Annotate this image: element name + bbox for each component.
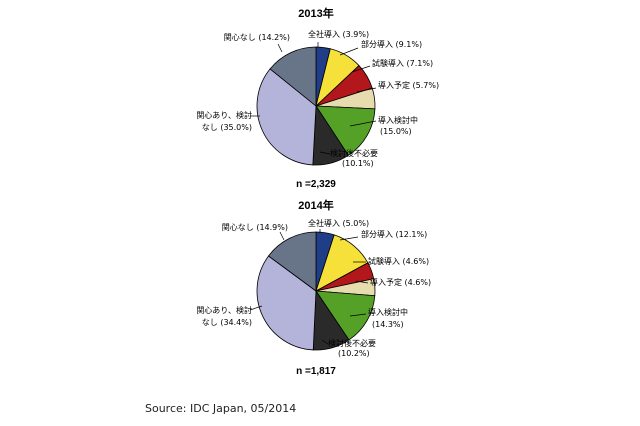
- leader-line: [349, 313, 367, 317]
- pie-slice: [269, 46, 317, 107]
- slice-label: 関心なし (14.9%): [222, 223, 288, 232]
- slice-label: 全社導入 (5.0%): [308, 218, 369, 228]
- slice-label: (15.0%): [380, 127, 412, 136]
- leader-line: [277, 43, 283, 53]
- slice-label: (14.3%): [372, 320, 404, 329]
- leader-line: [319, 151, 331, 155]
- leader-line: [355, 280, 369, 284]
- sample-size-label: n =1,817: [296, 366, 336, 377]
- source-note: Source: IDC Japan, 05/2014: [145, 402, 297, 415]
- chart-title: 2014年: [298, 198, 333, 212]
- slice-label: 全社導入 (3.9%): [308, 29, 369, 39]
- pie-slice: [256, 255, 317, 351]
- slice-label: (10.1%): [342, 159, 374, 168]
- slice-label: 導入予定 (5.7%): [378, 80, 439, 90]
- slice-label: 関心あり、検討: [196, 305, 252, 315]
- pie-slice: [267, 231, 317, 292]
- slice-label: 関心あり、検討: [196, 110, 252, 120]
- pie-slice: [315, 290, 376, 341]
- sample-size-label: n =2,329: [296, 179, 336, 190]
- slice-label: 関心なし (14.2%): [224, 33, 290, 42]
- slice-label: 導入検討中: [368, 307, 408, 317]
- slice-label: 部分導入 (12.1%): [361, 229, 427, 239]
- slice-label: 検討後不必要: [328, 338, 376, 348]
- leader-line: [349, 120, 377, 127]
- slice-label: (10.2%): [338, 349, 370, 358]
- slice-label: なし (34.4%): [202, 318, 252, 327]
- slice-label: 部分導入 (9.1%): [361, 39, 422, 49]
- leader-line: [249, 305, 263, 311]
- slice-label: 導入検討中: [378, 115, 418, 125]
- pie-slice: [256, 68, 317, 166]
- leader-line: [339, 47, 359, 56]
- slice-label: 試験導入 (4.6%): [368, 256, 429, 266]
- slice-label: 検討後不必要: [330, 148, 378, 158]
- leader-line: [339, 236, 359, 241]
- leader-line: [321, 339, 329, 345]
- leader-line: [351, 65, 371, 73]
- slice-label: 導入予定 (4.6%): [370, 277, 431, 287]
- slice-label: 試験導入 (7.1%): [372, 58, 433, 68]
- leader-line: [356, 87, 377, 93]
- chart-title: 2013年: [298, 6, 333, 20]
- pie-slice: [315, 105, 376, 156]
- slice-label: なし (35.0%): [202, 123, 252, 132]
- leader-line: [279, 231, 285, 241]
